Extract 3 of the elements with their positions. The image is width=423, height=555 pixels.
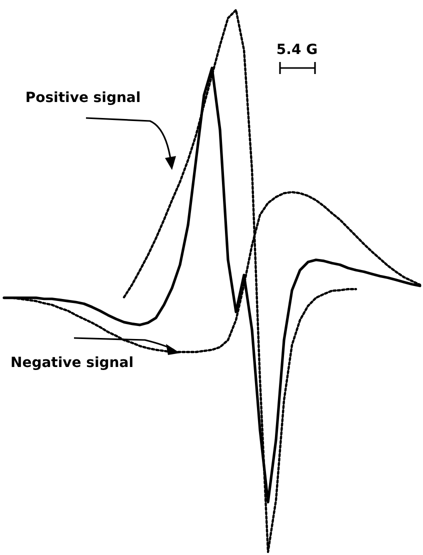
annotation: Negative signal — [10, 355, 134, 371]
annotation: Positive signal — [25, 90, 141, 106]
annotation: 5.4 G — [276, 42, 318, 58]
